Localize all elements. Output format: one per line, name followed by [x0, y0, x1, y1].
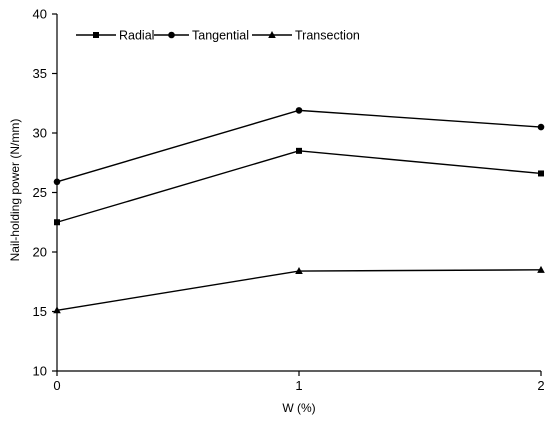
y-tick-label: 10: [33, 364, 47, 379]
legend-label-radial: Radial: [119, 29, 154, 43]
legend-label-transection: Transection: [295, 29, 360, 43]
data-point-radial: [54, 219, 60, 226]
y-tick-label: 40: [33, 7, 47, 22]
y-tick-label: 15: [33, 304, 47, 319]
x-axis-title: W (%): [282, 401, 315, 415]
series-tangential: [53, 107, 545, 186]
axes: [56, 14, 541, 372]
series-line-transection: [56, 269, 542, 312]
series-line-tangential: [56, 109, 542, 183]
y-tick-label: 25: [33, 185, 47, 200]
y-axis-title: Nail-holding power (N/mm): [8, 119, 22, 262]
x-tick-label: 1: [295, 378, 302, 393]
data-point-transection: [295, 267, 303, 275]
legend-label-tangential: Tangential: [192, 29, 249, 43]
series-transection: [53, 265, 545, 314]
series-lines: [53, 107, 545, 314]
legend-item-tangential: Tangential: [154, 29, 249, 43]
y-tick-label: 20: [33, 245, 47, 260]
data-point-radial: [296, 147, 302, 154]
y-tick-label: 35: [33, 66, 47, 81]
x-tick-label: 0: [53, 378, 60, 393]
data-point-radial: [538, 170, 544, 177]
data-point-transection: [537, 265, 545, 273]
legend: Radial Tangential Transection: [76, 29, 360, 43]
legend-item-radial: Radial: [76, 29, 154, 43]
legend-item-transection: Transection: [252, 29, 360, 43]
legend-marker-tangential: [168, 31, 175, 39]
y-tick-label: 30: [33, 126, 47, 141]
legend-marker-transection: [268, 31, 276, 38]
data-point-tangential: [53, 178, 61, 186]
series-line-radial: [56, 150, 542, 223]
data-point-tangential: [537, 123, 545, 131]
x-tick-label: 2: [537, 378, 544, 393]
data-point-tangential: [295, 107, 303, 114]
ticks: 10 15 20 25 30 35 40 0 1 2: [33, 7, 545, 394]
legend-marker-radial: [93, 32, 99, 38]
data-point-transection: [53, 306, 61, 314]
series-radial: [54, 147, 544, 226]
